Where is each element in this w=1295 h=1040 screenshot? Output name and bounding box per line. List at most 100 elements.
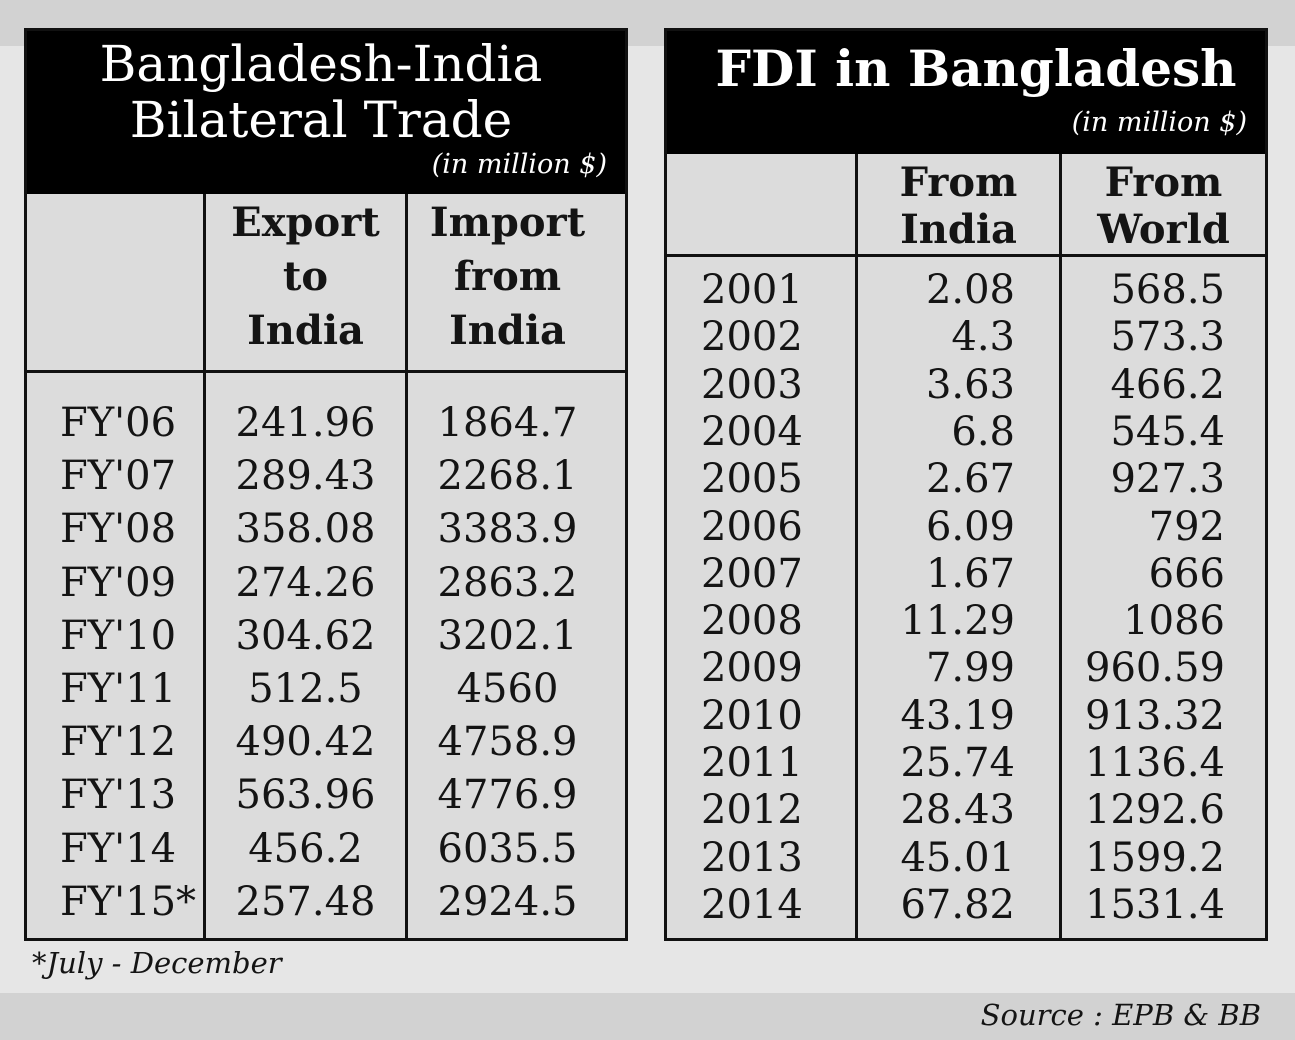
fdi-row-year: 2007 — [701, 551, 803, 597]
trade-export-value: 456.2 — [248, 826, 363, 872]
trade-row-label: FY'13 — [60, 772, 177, 818]
fdi-india-value: 2.08 — [925, 267, 1015, 313]
trade-export-value: 304.62 — [235, 613, 376, 659]
trade-import-value: 2268.1 — [437, 453, 578, 499]
trade-row-label: FY'10 — [60, 613, 177, 659]
trade-row-label: FY'09 — [60, 560, 177, 606]
trade-import-value: 4758.9 — [437, 719, 578, 765]
fdi-india-value: 2.67 — [925, 456, 1015, 502]
trade-row-label: FY'14 — [60, 826, 177, 872]
fdi-row-year: 2001 — [701, 267, 803, 313]
trade-row-label: FY'12 — [60, 719, 177, 765]
trade-import-value: 4776.9 — [437, 772, 578, 818]
trade-import-value: 1864.7 — [437, 400, 578, 446]
fdi-row-year: 2014 — [701, 882, 803, 928]
trade-export-value: 241.96 — [235, 400, 376, 446]
trade-export-value: 563.96 — [235, 772, 376, 818]
fdi-world-value: 545.4 — [1110, 409, 1225, 455]
trade-export-value: 274.26 — [235, 560, 376, 606]
source-note: Source : EPB & BB — [980, 998, 1261, 1032]
trade-row-label: FY'06 — [60, 400, 177, 446]
trade-export-value: 289.43 — [235, 453, 376, 499]
fdi-row-year: 2009 — [701, 645, 803, 691]
fdi-row-year: 2004 — [701, 409, 803, 455]
trade-col-divider-1 — [203, 194, 206, 938]
fdi-world-value: 573.3 — [1110, 314, 1225, 360]
header-line: From — [899, 159, 1018, 206]
trade-export-value: 257.48 — [235, 879, 376, 925]
header-line: From — [1104, 159, 1223, 206]
fdi-india-value: 67.82 — [900, 882, 1015, 928]
fdi-world-value: 792 — [1148, 504, 1225, 550]
fdi-title-box: FDI in Bangladesh (in million $) — [667, 31, 1265, 154]
fdi-india-value: 1.67 — [925, 551, 1015, 597]
fdi-header-india: From India — [858, 159, 1059, 253]
fdi-world-value: 1599.2 — [1085, 835, 1225, 881]
trade-title-line-1: Bangladesh-India — [99, 35, 543, 93]
trade-row-label: FY'08 — [60, 506, 177, 552]
fdi-world-value: 1292.6 — [1085, 787, 1225, 833]
fdi-world-value: 1531.4 — [1085, 882, 1225, 928]
fdi-world-value: 1136.4 — [1085, 740, 1225, 786]
fdi-india-value: 6.8 — [951, 409, 1015, 455]
header-line: India — [449, 307, 566, 354]
fdi-row-year: 2005 — [701, 456, 803, 502]
header-line: India — [900, 206, 1017, 253]
fdi-world-value: 1086 — [1123, 598, 1225, 644]
trade-title-line-2: Bilateral Trade — [129, 91, 513, 149]
fdi-col-divider-2 — [1059, 154, 1062, 938]
trade-import-value: 2863.2 — [437, 560, 578, 606]
footnote: *July - December — [32, 946, 282, 980]
fdi-world-value: 927.3 — [1110, 456, 1225, 502]
fdi-header-world: From World — [1062, 159, 1265, 253]
fdi-india-value: 11.29 — [900, 598, 1015, 644]
trade-row-label: FY'11 — [60, 666, 177, 712]
fdi-india-value: 7.99 — [925, 645, 1015, 691]
fdi-india-value: 3.63 — [925, 362, 1015, 408]
trade-export-value: 512.5 — [248, 666, 363, 712]
fdi-row-year: 2013 — [701, 835, 803, 881]
fdi-india-value: 43.19 — [900, 693, 1015, 739]
trade-title-box: Bangladesh-India Bilateral Trade (in mil… — [27, 31, 625, 194]
fdi-col-divider-1 — [855, 154, 858, 938]
fdi-row-year: 2008 — [701, 598, 803, 644]
trade-import-value: 2924.5 — [437, 879, 578, 925]
trade-import-value: 4560 — [456, 666, 559, 712]
trade-header-import: Import from India — [408, 196, 607, 358]
fdi-world-value: 568.5 — [1110, 267, 1225, 313]
header-line: India — [247, 307, 364, 354]
fdi-row-year: 2006 — [701, 504, 803, 550]
trade-export-value: 490.42 — [235, 719, 376, 765]
fdi-india-value: 6.09 — [925, 504, 1015, 550]
fdi-world-value: 913.32 — [1085, 693, 1225, 739]
fdi-world-value: 466.2 — [1110, 362, 1225, 408]
fdi-row-year: 2002 — [701, 314, 803, 360]
bottom-band — [0, 993, 1295, 1040]
header-line: World — [1097, 206, 1230, 253]
header-line: Export — [231, 199, 380, 246]
header-line: from — [453, 253, 562, 300]
header-line: Import — [429, 199, 586, 246]
fdi-title: FDI in Bangladesh — [715, 39, 1237, 98]
trade-header-divider — [27, 370, 625, 373]
trade-import-value: 3383.9 — [437, 506, 578, 552]
trade-row-label: FY'15* — [60, 879, 197, 925]
trade-header-export: Export to India — [206, 196, 405, 358]
trade-export-value: 358.08 — [235, 506, 376, 552]
header-line: to — [282, 253, 329, 300]
fdi-table: FDI in Bangladesh (in million $) From In… — [664, 28, 1268, 941]
fdi-row-year: 2003 — [701, 362, 803, 408]
fdi-unit-label: (in million $) — [1071, 107, 1247, 138]
fdi-header-divider — [667, 254, 1265, 257]
fdi-india-value: 25.74 — [900, 740, 1015, 786]
fdi-india-value: 4.3 — [951, 314, 1015, 360]
trade-import-value: 6035.5 — [437, 826, 578, 872]
trade-row-label: FY'07 — [60, 453, 177, 499]
fdi-world-value: 960.59 — [1085, 645, 1225, 691]
fdi-india-value: 28.43 — [900, 787, 1015, 833]
fdi-world-value: 666 — [1148, 551, 1225, 597]
trade-col-divider-2 — [405, 194, 408, 938]
fdi-india-value: 45.01 — [900, 835, 1015, 881]
trade-import-value: 3202.1 — [437, 613, 578, 659]
trade-unit-label: (in million $) — [431, 149, 607, 180]
